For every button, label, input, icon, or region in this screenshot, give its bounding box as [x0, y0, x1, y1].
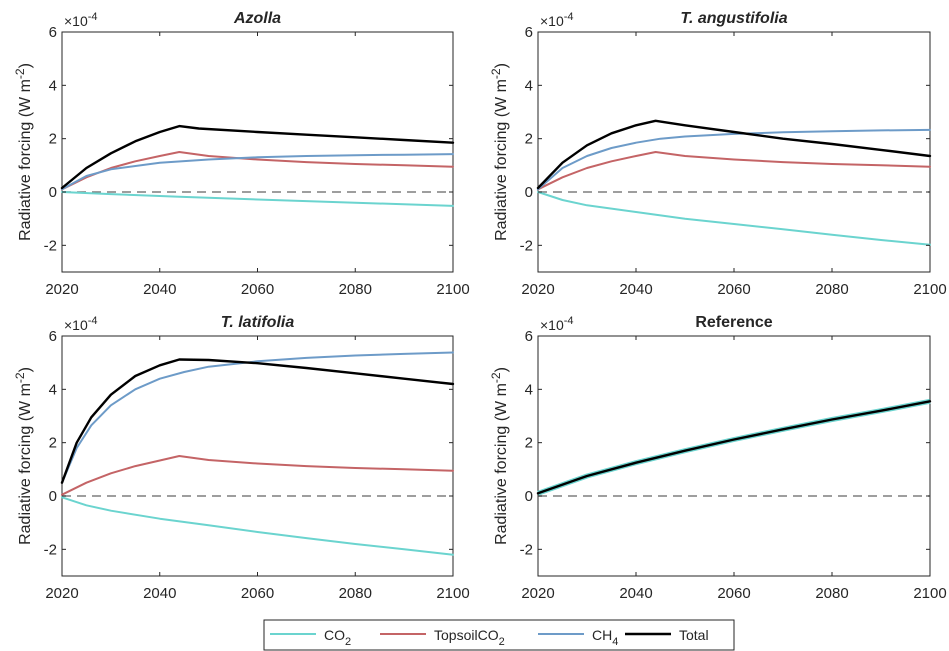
y-exponent-label: ×10-4	[540, 315, 574, 333]
y-tick-label: 0	[525, 488, 533, 505]
subplot-1: 2020 2040 2060 2080 2100 -2 0 2 4 6 ×10-4 Azolla Rad…	[13, 10, 470, 298]
x-tick-label: 2020	[45, 281, 78, 298]
y-tick-label: -2	[520, 237, 533, 254]
axes-frame	[537, 31, 931, 273]
y-tick-label: 4	[525, 77, 533, 94]
x-tick-label: 2100	[436, 281, 469, 298]
y-tick-label: 2	[49, 435, 57, 452]
subplot-3: 2020 2040 2060 2080 2100 -2 0 2 4 6 ×10-4 T. latifo…	[13, 314, 470, 602]
x-tick-label: 2040	[619, 281, 652, 298]
y-tick-label: 2	[525, 435, 533, 452]
x-tick-label: 2060	[241, 281, 274, 298]
series-line-total	[536, 400, 932, 495]
legend-label: CO2	[324, 627, 351, 648]
y-exponent-label: ×10-4	[540, 11, 574, 29]
y-tick-label: 0	[49, 488, 57, 505]
x-tick-label: 2060	[241, 585, 274, 602]
y-tick-label: 6	[49, 328, 57, 345]
x-tick-label: 2080	[815, 281, 848, 298]
axes-frame	[537, 335, 931, 577]
subplot-title: T. angustifolia	[680, 10, 787, 27]
subplot-title: Azolla	[233, 10, 281, 27]
series-line-ch4	[61, 153, 454, 191]
legend-label: CH4	[592, 627, 618, 648]
axes-frame	[61, 31, 454, 273]
x-tick-label: 2020	[521, 281, 554, 298]
y-axis-label: Radiative forcing (W m-2)	[13, 367, 34, 545]
series-line-ch4	[61, 351, 454, 484]
series-line-total	[536, 119, 932, 190]
y-tick-label: 4	[49, 77, 57, 94]
y-tick-label: 6	[525, 328, 533, 345]
y-tick-label: -2	[44, 541, 57, 558]
y-tick-label: 6	[49, 24, 57, 41]
series-line-total	[60, 358, 455, 484]
y-tick-label: 2	[525, 131, 533, 148]
series-line-co2	[61, 496, 454, 556]
series-line-topsoilco2	[61, 455, 454, 496]
y-axis-label: Radiative forcing (W m-2)	[489, 367, 510, 545]
x-tick-label: 2020	[45, 585, 78, 602]
y-axis-label: Radiative forcing (W m-2)	[13, 63, 34, 241]
x-tick-label: 2080	[815, 585, 848, 602]
y-exponent-label: ×10-4	[64, 11, 98, 29]
y-tick-label: 4	[525, 381, 533, 398]
x-tick-label: 2080	[339, 585, 372, 602]
series-line-total	[60, 124, 455, 190]
x-tick-label: 2060	[717, 281, 750, 298]
subplot-title: T. latifolia	[221, 314, 295, 331]
y-tick-label: -2	[520, 541, 533, 558]
x-tick-label: 2020	[521, 585, 554, 602]
series-line-ch4	[537, 128, 931, 191]
x-tick-label: 2040	[143, 585, 176, 602]
y-tick-label: 2	[49, 131, 57, 148]
x-tick-label: 2060	[717, 585, 750, 602]
x-tick-label: 2040	[143, 281, 176, 298]
x-tick-label: 2040	[619, 585, 652, 602]
subplot-4: 2020 2040 2060 2080 2100 -2 0 2 4 6 ×10-4 Reference…	[489, 314, 947, 602]
legend-label: Total	[679, 627, 709, 643]
subplot-title: Reference	[695, 314, 772, 331]
series-line-topsoilco2	[537, 151, 931, 191]
legend-label: TopsoilCO2	[434, 627, 505, 648]
x-tick-label: 2100	[913, 585, 946, 602]
series-line-co2	[61, 191, 454, 207]
axes-frame	[61, 335, 454, 577]
y-tick-label: 4	[49, 381, 57, 398]
y-tick-label: 6	[525, 24, 533, 41]
y-tick-label: 0	[49, 184, 57, 201]
x-tick-label: 2100	[436, 585, 469, 602]
subplot-2: 2020 2040 2060 2080 2100 -2 0 2 4 6 ×10-4 T. angust…	[489, 10, 947, 298]
x-tick-label: 2100	[913, 281, 946, 298]
y-axis-label: Radiative forcing (W m-2)	[489, 63, 510, 241]
y-exponent-label: ×10-4	[64, 315, 98, 333]
y-tick-label: 0	[525, 184, 533, 201]
x-tick-label: 2080	[339, 281, 372, 298]
series-line-co2	[537, 191, 931, 246]
y-tick-label: -2	[44, 237, 57, 254]
legend: CO2 TopsoilCO2 CH4 Total	[263, 619, 735, 651]
